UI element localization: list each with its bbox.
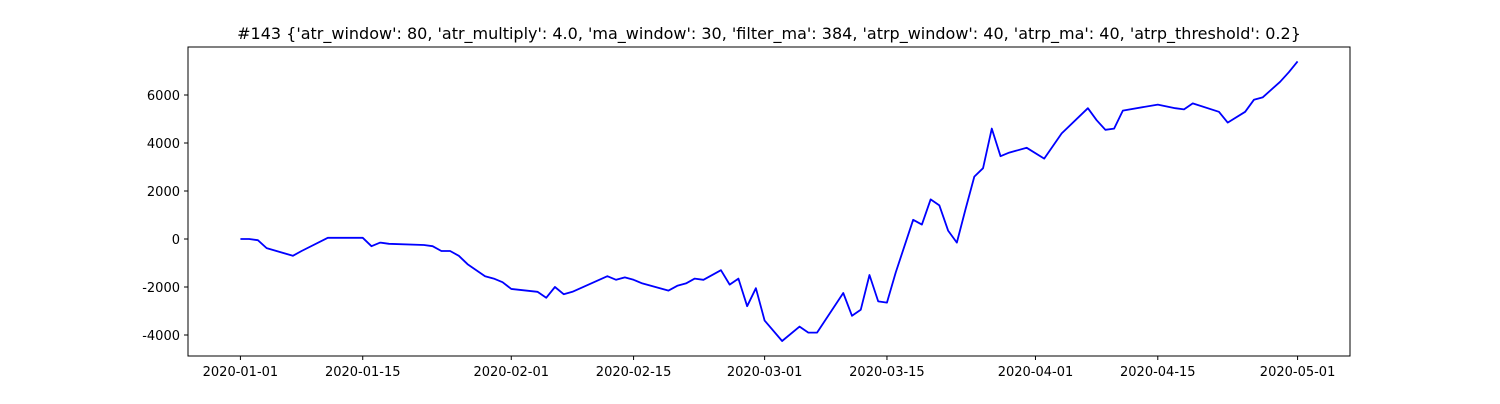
y-tick-label: 6000 <box>147 89 180 104</box>
x-tick-label: 2020-02-15 <box>596 365 672 380</box>
chart-title: #143 {'atr_window': 80, 'atr_multiply': … <box>237 24 1301 44</box>
x-tick-label: 2020-03-01 <box>727 365 803 380</box>
y-tick-label: 2000 <box>147 185 180 200</box>
x-tick-label: 2020-04-15 <box>1120 365 1196 380</box>
line <box>240 60 1299 342</box>
x-tick-label: 2020-01-01 <box>203 365 279 380</box>
y-tick-label: 4000 <box>147 137 180 152</box>
y-tick-label: -4000 <box>142 329 180 344</box>
y-tick-label: -2000 <box>142 281 180 296</box>
y-tick-label: 0 <box>172 233 180 248</box>
axes-frame <box>187 46 1351 357</box>
x-tick-label: 2020-02-01 <box>473 365 549 380</box>
x-tick-label: 2020-04-01 <box>998 365 1074 380</box>
x-tick-label: 2020-03-15 <box>849 365 925 380</box>
x-tick-label: 2020-05-01 <box>1260 365 1336 380</box>
x-tick-label: 2020-01-15 <box>325 365 401 380</box>
